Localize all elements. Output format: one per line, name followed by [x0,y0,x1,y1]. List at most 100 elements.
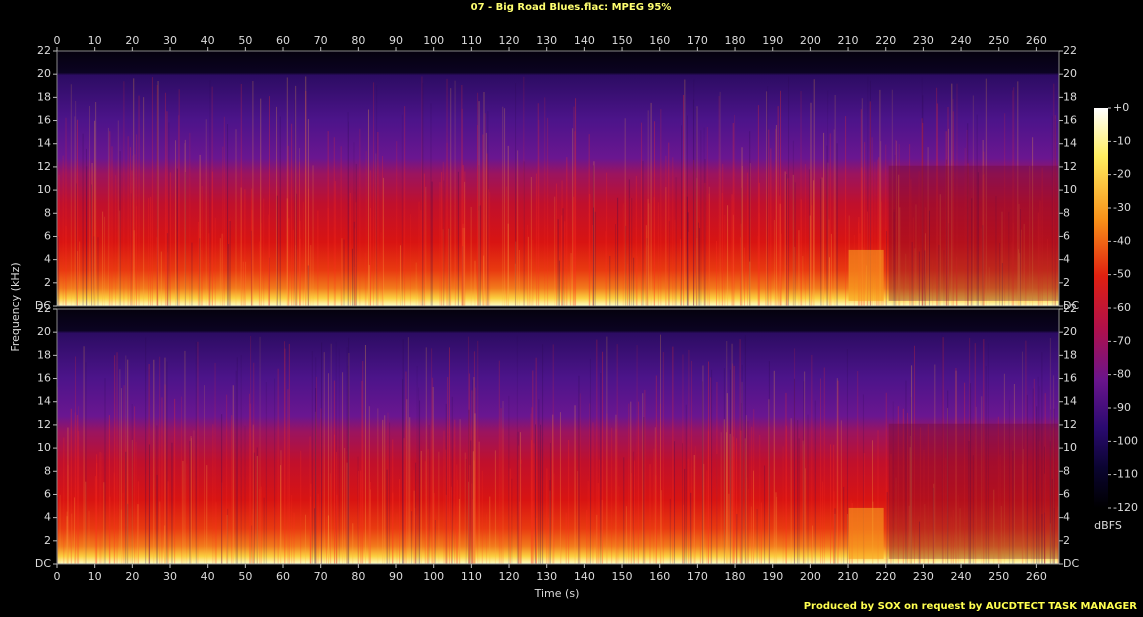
x-tick-label: 140 [574,570,595,583]
y-tick-label: 14 [1063,395,1077,408]
y-tick-label: 6 [1063,487,1070,500]
x-tick-label: 160 [649,570,670,583]
colorbar-tick-label: -90 [1113,401,1131,414]
y-tick-label: 12 [1063,160,1077,173]
spectrum-region [848,507,884,559]
colorbar-tick-label: +0 [1113,101,1129,114]
colorbar-tick-label: -80 [1113,368,1131,381]
x-tick-label: 40 [201,570,215,583]
y-tick-label: 8 [1063,464,1070,477]
x-tick-label: 210 [838,34,859,47]
y-tick-label: 12 [37,418,51,431]
chart-title: 07 - Big Road Blues.flac: MPEG 95% [471,2,672,13]
x-tick-label: 110 [461,34,482,47]
colorbar-tick-label: -20 [1113,168,1131,181]
y-tick-label: 20 [37,67,51,80]
y-tick-label: 20 [1063,67,1077,80]
x-tick-label: 150 [612,34,633,47]
spectrogram-image [57,309,1059,564]
footer: Produced by SOX on request by AUCDTECT T… [804,601,1138,612]
x-tick-label: 90 [389,34,403,47]
x-tick-label: 230 [913,34,934,47]
x-tick-label: 100 [423,34,444,47]
y-tick-label: DC [35,299,51,312]
x-tick-label: 70 [314,570,328,583]
y-tick-label: 4 [1063,511,1070,524]
x-tick-label: 240 [951,570,972,583]
x-tick-label: 30 [163,570,177,583]
y-tick-label: 20 [1063,325,1077,338]
x-tick-label: 30 [163,34,177,47]
colorbar-tick-label: -10 [1113,134,1131,147]
x-tick-label: 260 [1026,34,1047,47]
x-tick-label: 60 [276,34,290,47]
x-tick-label: 240 [951,34,972,47]
x-tick-label: 250 [988,34,1009,47]
colorbar-tick-label: -70 [1113,334,1131,347]
x-tick-label: 10 [88,34,102,47]
spectrogram-image [57,51,1059,306]
y-tick-label: 2 [44,534,51,547]
x-tick-label: 130 [536,34,557,47]
colorbar-tick-label: -30 [1113,201,1131,214]
y-axis-label: Frequency (kHz) [9,262,22,351]
y-tick-label: 8 [44,206,51,219]
x-tick-label: 20 [125,570,139,583]
x-tick-label: 230 [913,570,934,583]
x-tick-label: 180 [725,34,746,47]
x-tick-label: 60 [276,570,290,583]
colorbar-tick-label: -120 [1113,501,1138,514]
spectrum-region [888,165,1059,301]
y-tick-label: 6 [44,229,51,242]
y-tick-label: 10 [1063,441,1077,454]
x-tick-label: 200 [800,570,821,583]
x-tick-label: 120 [499,570,520,583]
x-tick-label: 10 [88,570,102,583]
y-tick-label: 16 [1063,372,1077,385]
y-tick-label: 2 [1063,534,1070,547]
x-tick-label: 0 [54,34,61,47]
colorbar [1094,108,1108,508]
y-tick-label: 18 [37,90,51,103]
y-tick-label: 18 [1063,90,1077,103]
y-tick-label: 6 [44,487,51,500]
colorbar-tick-label: -60 [1113,301,1131,314]
x-tick-label: 80 [351,34,365,47]
x-tick-label: 110 [461,570,482,583]
colorbar-label: dBFS [1094,519,1122,532]
y-tick-label: 12 [1063,418,1077,431]
x-tick-label: 170 [687,34,708,47]
y-tick-label: 14 [37,395,51,408]
y-tick-label: 16 [37,114,51,127]
x-tick-label: 250 [988,570,1009,583]
y-tick-label: 10 [37,183,51,196]
x-tick-label: 100 [423,570,444,583]
x-tick-label: 90 [389,570,403,583]
x-tick-label: 40 [201,34,215,47]
y-tick-label: 16 [1063,114,1077,127]
y-tick-label: 14 [1063,137,1077,150]
y-tick-label: 10 [1063,183,1077,196]
y-tick-label: DC [35,557,51,570]
y-tick-label: 4 [44,511,51,524]
y-tick-label: 10 [37,441,51,454]
x-axis-label: Time (s) [534,587,580,600]
x-tick-label: 190 [762,34,783,47]
x-tick-label: 160 [649,34,670,47]
y-tick-label: 22 [1063,44,1077,57]
x-tick-label: 170 [687,570,708,583]
y-tick-label: DC [1063,557,1079,570]
y-tick-label: 8 [1063,206,1070,219]
colorbar-tick-label: -100 [1113,434,1138,447]
x-tick-label: 80 [351,570,365,583]
spectrum-region [888,423,1059,559]
x-tick-label: 190 [762,570,783,583]
colorbar-tick-label: -110 [1113,468,1138,481]
y-tick-label: 14 [37,137,51,150]
colorbar-tick-label: -40 [1113,234,1131,247]
y-tick-label: 20 [37,325,51,338]
y-tick-label: 16 [37,372,51,385]
y-tick-label: 18 [37,348,51,361]
